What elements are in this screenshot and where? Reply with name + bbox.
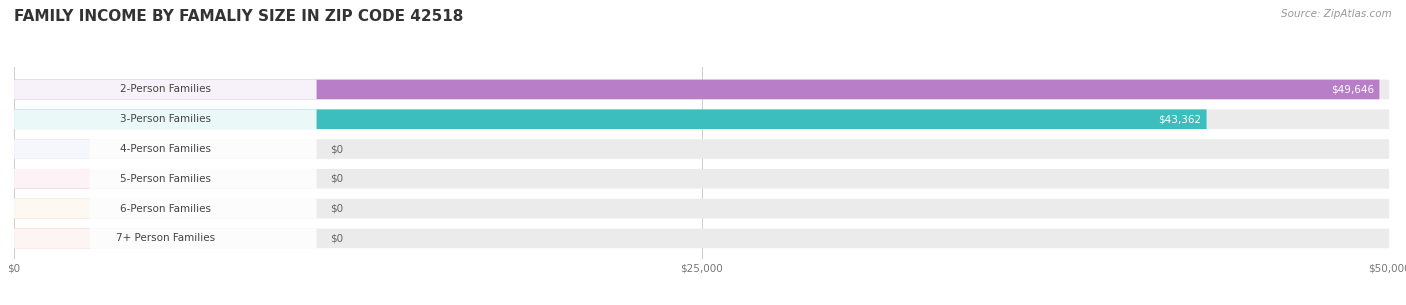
Text: $0: $0	[330, 174, 343, 184]
FancyBboxPatch shape	[14, 109, 1389, 129]
FancyBboxPatch shape	[14, 109, 1206, 129]
FancyBboxPatch shape	[14, 228, 316, 248]
FancyBboxPatch shape	[14, 169, 316, 189]
Text: $0: $0	[330, 233, 343, 243]
Text: 5-Person Families: 5-Person Families	[120, 174, 211, 184]
FancyBboxPatch shape	[14, 139, 1389, 159]
Text: 3-Person Families: 3-Person Families	[120, 114, 211, 124]
Text: 6-Person Families: 6-Person Families	[120, 204, 211, 213]
FancyBboxPatch shape	[14, 199, 316, 218]
FancyBboxPatch shape	[14, 80, 316, 99]
Text: 4-Person Families: 4-Person Families	[120, 144, 211, 154]
Text: $0: $0	[330, 144, 343, 154]
FancyBboxPatch shape	[14, 80, 1389, 99]
FancyBboxPatch shape	[14, 228, 1389, 248]
FancyBboxPatch shape	[14, 199, 90, 218]
FancyBboxPatch shape	[14, 199, 1389, 218]
Text: Source: ZipAtlas.com: Source: ZipAtlas.com	[1281, 9, 1392, 19]
FancyBboxPatch shape	[14, 80, 1379, 99]
Text: FAMILY INCOME BY FAMALIY SIZE IN ZIP CODE 42518: FAMILY INCOME BY FAMALIY SIZE IN ZIP COD…	[14, 9, 464, 24]
FancyBboxPatch shape	[14, 169, 90, 189]
FancyBboxPatch shape	[14, 139, 90, 159]
FancyBboxPatch shape	[14, 109, 316, 129]
Text: $0: $0	[330, 204, 343, 213]
Text: 7+ Person Families: 7+ Person Families	[115, 233, 215, 243]
Text: $43,362: $43,362	[1159, 114, 1201, 124]
FancyBboxPatch shape	[14, 169, 1389, 189]
FancyBboxPatch shape	[14, 228, 90, 248]
Text: 2-Person Families: 2-Person Families	[120, 84, 211, 95]
FancyBboxPatch shape	[14, 139, 316, 159]
Text: $49,646: $49,646	[1330, 84, 1374, 95]
